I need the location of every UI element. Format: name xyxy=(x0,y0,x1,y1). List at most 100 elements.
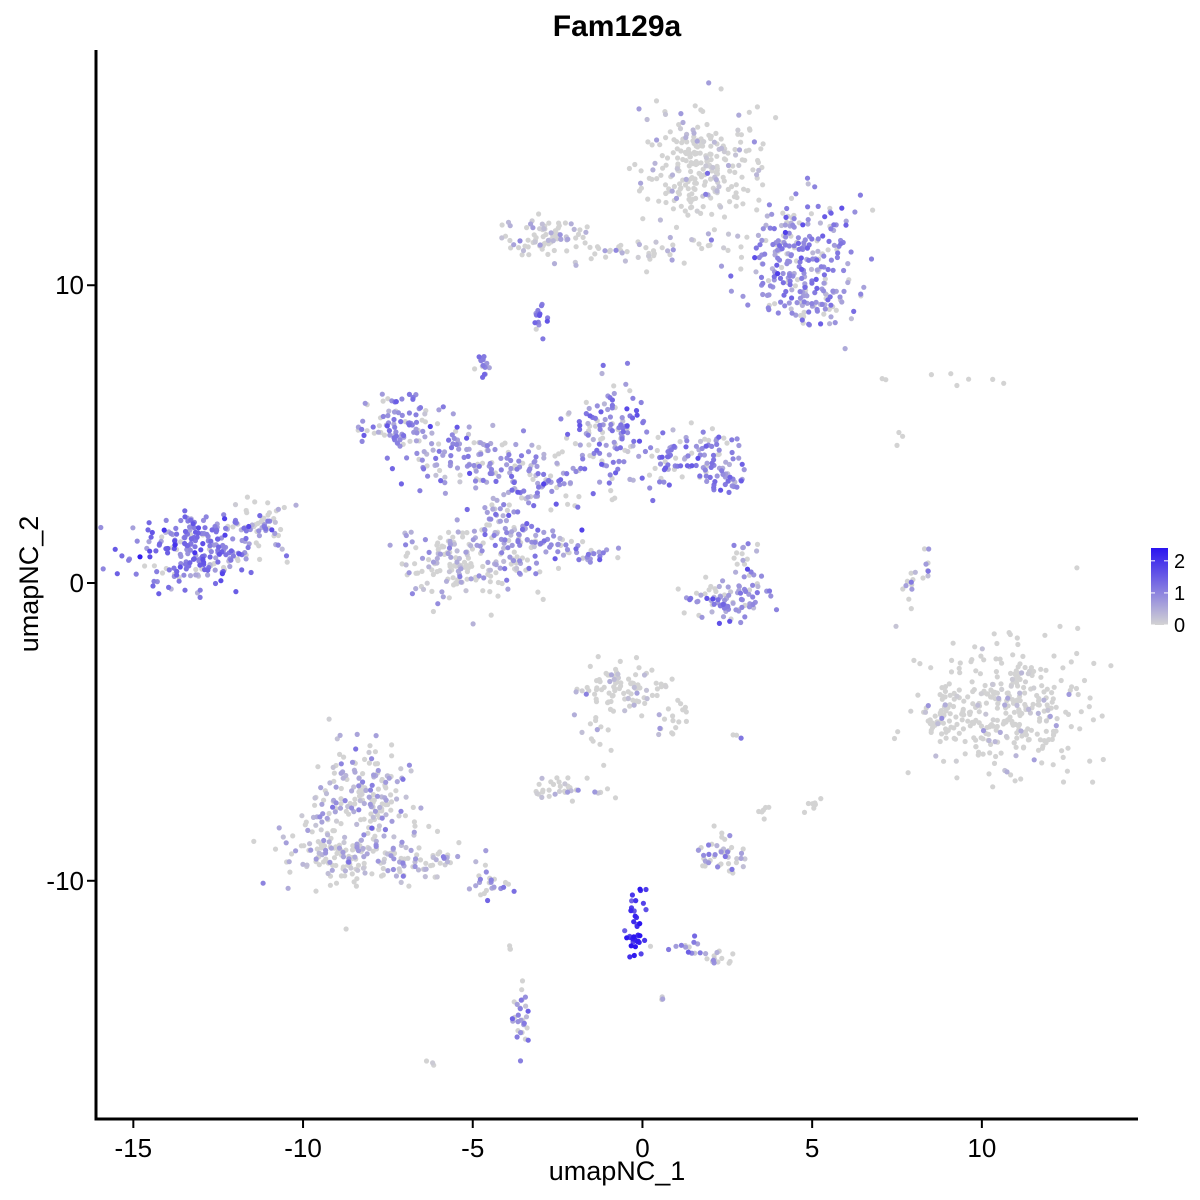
cell-point xyxy=(1044,686,1050,692)
cell-point xyxy=(798,255,804,261)
cell-point xyxy=(731,555,737,561)
cell-point xyxy=(640,900,647,906)
cell-point xyxy=(398,808,404,814)
cell-point xyxy=(263,526,269,532)
cell-point xyxy=(628,943,634,949)
cell-point xyxy=(151,578,157,584)
cell-point xyxy=(704,121,710,128)
cell-point xyxy=(605,700,611,706)
cell-point xyxy=(973,717,979,724)
x-tick-label: -15 xyxy=(115,1133,153,1163)
cell-point xyxy=(742,856,748,862)
cell-point xyxy=(673,224,680,230)
cell-point xyxy=(804,245,811,251)
cell-point xyxy=(403,532,409,539)
cell-point xyxy=(420,428,426,434)
cell-point xyxy=(810,256,816,262)
cell-point xyxy=(1053,723,1059,729)
cell-point xyxy=(312,802,318,808)
cell-point xyxy=(679,140,685,146)
cell-point xyxy=(607,247,613,253)
cell-point xyxy=(698,592,704,598)
cell-point xyxy=(943,735,949,741)
cell-point xyxy=(493,570,499,576)
cell-point xyxy=(714,441,720,447)
cell-point xyxy=(837,294,843,300)
cell-point xyxy=(683,158,689,164)
cell-point xyxy=(654,686,661,692)
cell-point xyxy=(466,462,472,468)
cell-point xyxy=(454,548,460,554)
cell-point xyxy=(448,554,454,560)
cell-point xyxy=(735,131,741,137)
cell-point xyxy=(659,245,665,251)
cell-point xyxy=(408,529,414,535)
cell-point xyxy=(757,242,763,248)
cell-point xyxy=(362,870,368,876)
cell-point xyxy=(413,856,419,862)
cell-point xyxy=(973,744,979,750)
cell-point xyxy=(425,473,431,479)
cell-point xyxy=(994,674,1000,680)
cell-point xyxy=(908,606,914,612)
cell-point xyxy=(775,247,781,253)
cell-point xyxy=(409,539,415,545)
cell-point xyxy=(858,291,864,297)
cell-point xyxy=(654,692,660,699)
cell-point xyxy=(709,426,716,432)
cell-point xyxy=(1039,683,1045,689)
cell-point xyxy=(670,206,677,212)
cell-point xyxy=(745,541,751,547)
cell-point xyxy=(182,514,188,520)
cell-point xyxy=(624,406,630,412)
cell-point xyxy=(950,640,956,646)
cell-point xyxy=(825,247,831,253)
cell-point xyxy=(1014,697,1020,703)
cell-point xyxy=(733,182,739,188)
cell-point xyxy=(421,449,427,455)
cell-point xyxy=(536,484,542,490)
cell-point xyxy=(908,570,914,576)
cell-point xyxy=(478,451,484,457)
cell-point xyxy=(640,216,646,222)
cell-point xyxy=(957,660,963,666)
cell-point xyxy=(552,556,558,562)
cell-point xyxy=(1009,720,1015,726)
cell-point xyxy=(608,672,615,678)
cell-point xyxy=(611,676,617,683)
cell-point xyxy=(487,470,493,477)
cell-point xyxy=(600,435,606,441)
cell-point xyxy=(178,517,184,524)
cell-point xyxy=(683,134,689,141)
cell-point xyxy=(98,524,104,531)
cell-point xyxy=(1054,716,1060,722)
cell-point xyxy=(1036,695,1042,702)
cell-point xyxy=(577,227,583,233)
cell-point xyxy=(557,232,563,238)
cell-point xyxy=(400,860,406,866)
cell-point xyxy=(767,225,773,231)
cell-point xyxy=(510,558,517,564)
cell-point xyxy=(516,570,523,576)
cell-point xyxy=(703,443,709,449)
cell-point xyxy=(389,753,395,759)
cell-point xyxy=(337,732,343,739)
cell-point xyxy=(524,537,530,543)
cell-point xyxy=(607,678,613,685)
cell-point xyxy=(653,680,659,686)
cell-point xyxy=(994,717,1001,723)
cell-point xyxy=(719,955,725,962)
cell-point xyxy=(908,579,914,585)
cell-point xyxy=(1022,679,1029,685)
cell-point xyxy=(457,479,463,485)
cell-point xyxy=(455,853,461,860)
cell-point xyxy=(471,440,477,446)
cell-point xyxy=(828,226,834,232)
cell-point xyxy=(669,172,676,178)
cell-point xyxy=(905,770,911,776)
cell-point xyxy=(708,464,714,470)
cell-point xyxy=(832,320,838,326)
cell-point xyxy=(417,405,424,411)
cell-point xyxy=(603,463,610,469)
